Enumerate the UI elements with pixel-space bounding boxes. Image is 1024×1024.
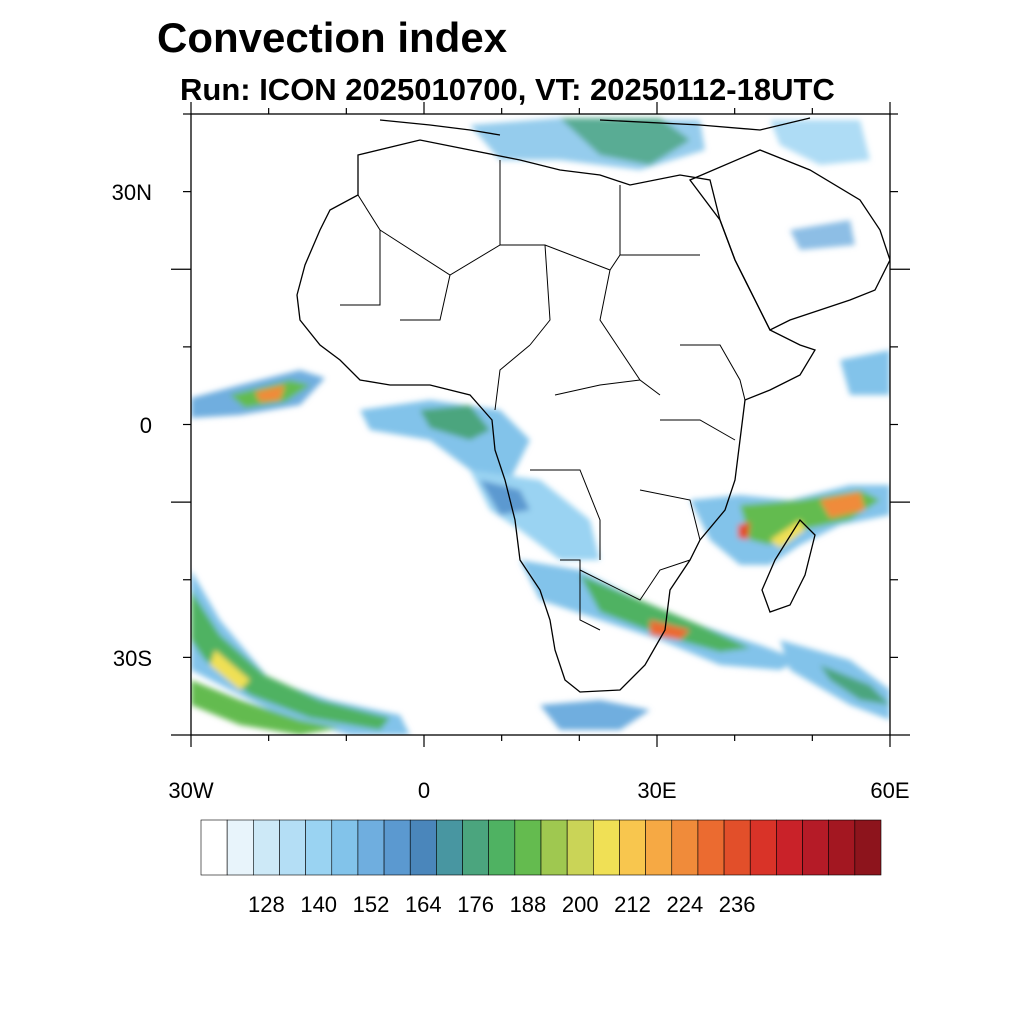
colorbar-swatch — [697, 819, 725, 876]
colorbar-swatch — [828, 819, 856, 876]
coastlines — [296, 117, 890, 693]
colorbar-label: 140 — [300, 892, 337, 917]
colorbar-swatch — [383, 819, 411, 876]
lon-label-0: 0 — [418, 778, 430, 803]
colorbar-swatch — [566, 819, 594, 876]
lat-label-0: 0 — [140, 413, 152, 438]
colorbar-swatch — [645, 819, 673, 876]
colorbar-swatch — [253, 819, 280, 876]
colorbar-swatch — [593, 819, 620, 876]
country-borders — [340, 160, 746, 631]
colorbar-label: 164 — [405, 892, 442, 917]
chart-title: Convection index — [157, 14, 508, 61]
colorbar-labels: 128 140 152 164 176 188 200 212 224 236 — [248, 892, 755, 917]
colorbar-label: 128 — [248, 892, 285, 917]
colorbar-swatch — [305, 819, 333, 876]
colorbar-swatch — [226, 819, 254, 876]
colorbar-swatch — [802, 819, 829, 876]
colorbar-label: 236 — [719, 892, 756, 917]
colorbar-swatch — [514, 819, 542, 876]
colorbar-swatch — [488, 819, 516, 876]
colorbar-swatch — [723, 819, 751, 876]
colorbar-swatch — [619, 819, 646, 876]
colorbar-swatch — [749, 819, 777, 876]
colorbar-swatch — [331, 819, 359, 876]
colorbar-label: 224 — [666, 892, 703, 917]
colorbar-swatch — [854, 819, 882, 876]
lat-label-30s: 30S — [113, 646, 152, 671]
colorbar-swatch — [462, 819, 489, 876]
lon-label-30e: 30E — [637, 778, 676, 803]
colorbar-label: 176 — [457, 892, 494, 917]
convection-field — [191, 118, 890, 735]
colorbar-swatch — [200, 819, 228, 876]
colorbar-swatch — [357, 819, 385, 876]
colorbar-label: 200 — [562, 892, 599, 917]
colorbar-swatch — [436, 819, 463, 876]
colorbar-swatch — [540, 819, 568, 876]
lon-label-60e: 60E — [870, 778, 909, 803]
chart-subtitle: Run: ICON 2025010700, VT: 20250112-18UTC — [180, 72, 835, 107]
colorbar-swatch — [279, 819, 306, 876]
lat-label-30n: 30N — [112, 180, 152, 205]
colorbar-swatch — [671, 819, 699, 876]
colorbar-swatch — [409, 819, 437, 876]
axis-ticks — [171, 102, 910, 747]
colorbar-swatch — [776, 819, 803, 876]
lon-label-30w: 30W — [168, 778, 213, 803]
colorbar-label: 188 — [510, 892, 547, 917]
colorbar — [200, 819, 882, 876]
colorbar-label: 212 — [614, 892, 651, 917]
colorbar-label: 152 — [353, 892, 390, 917]
